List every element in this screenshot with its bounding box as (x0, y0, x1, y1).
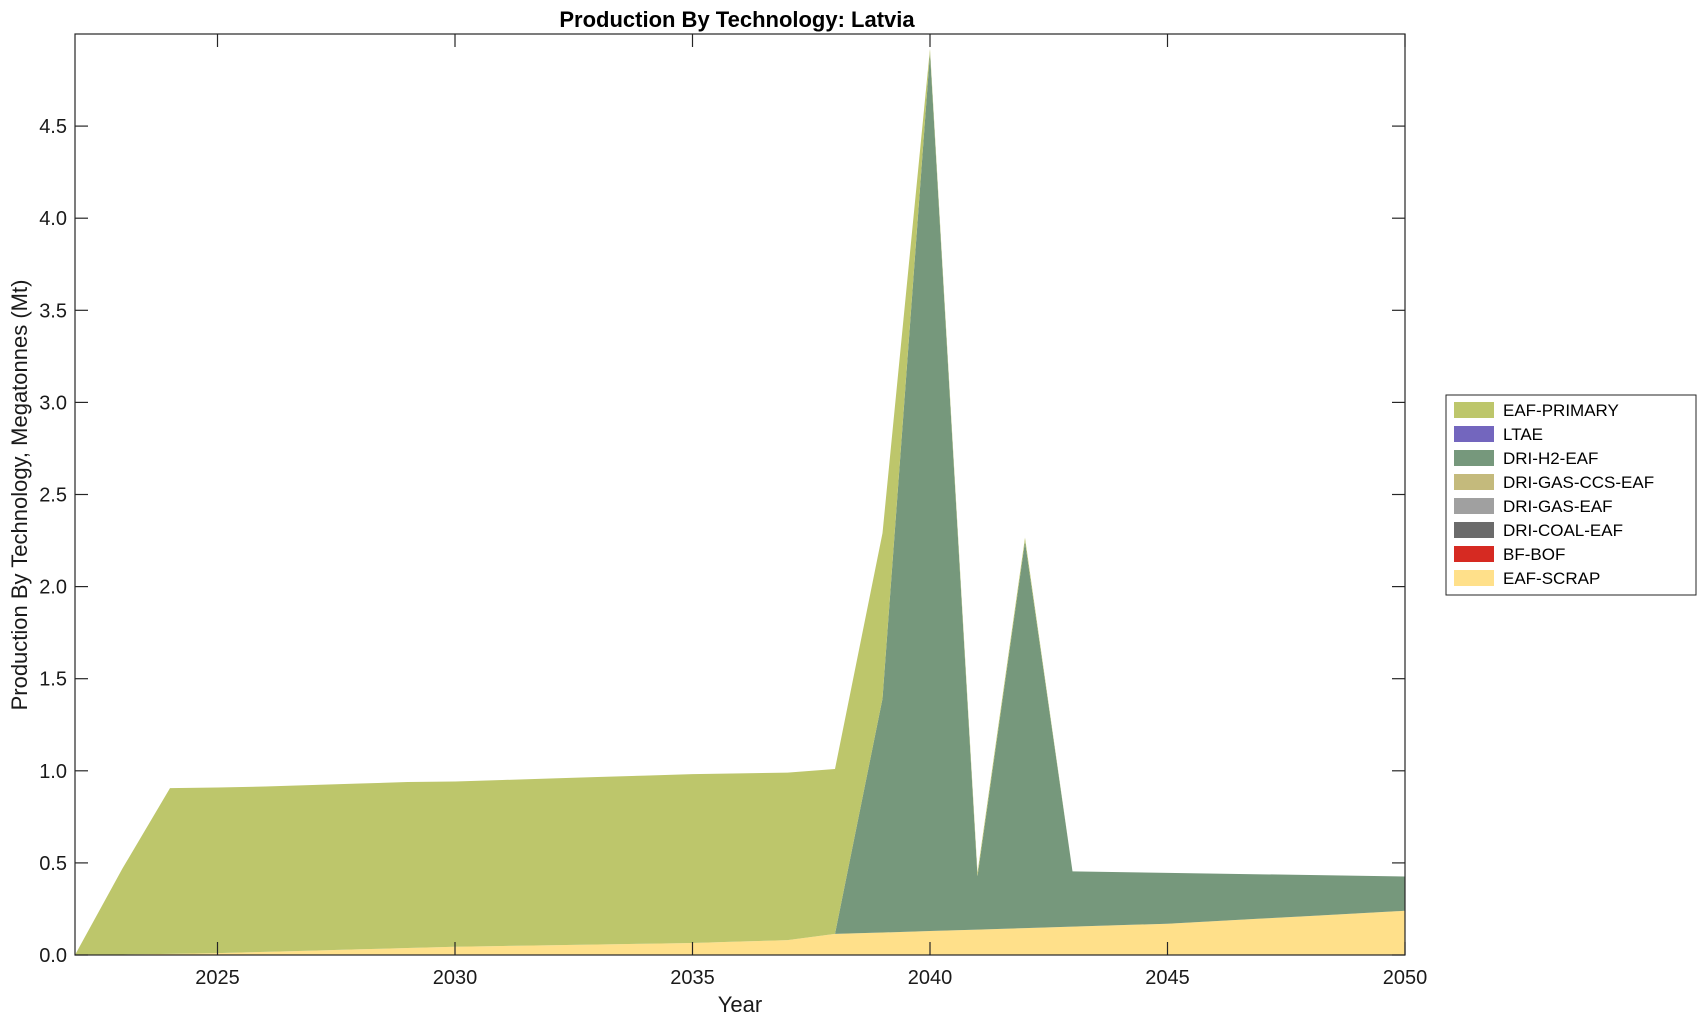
y-tick-label: 4.0 (39, 208, 67, 230)
legend-swatch (1454, 498, 1494, 514)
y-tick-label: 3.0 (39, 392, 67, 414)
legend-label: EAF-SCRAP (1503, 569, 1600, 588)
legend-swatch (1454, 450, 1494, 466)
legend-label: DRI-H2-EAF (1503, 449, 1598, 468)
axis-ticks (75, 34, 1406, 956)
area-eaf-scrap (75, 910, 1405, 955)
axis-tick-labels: 2025 2030 2035 2040 2045 2050 0.0 0.5 1.0 1.5 2.0 2… (39, 116, 1427, 989)
y-tick-label: 2.0 (39, 577, 67, 599)
legend-swatch (1454, 522, 1494, 538)
x-axis-label: Year (718, 992, 762, 1017)
legend-swatch (1454, 546, 1494, 562)
y-tick-label: 1.5 (39, 669, 67, 691)
y-tick-label: 4.5 (39, 116, 67, 138)
legend-label: DRI-GAS-CCS-EAF (1503, 473, 1654, 492)
chart-title: Production By Technology: Latvia (559, 7, 915, 32)
y-tick-label: 2.5 (39, 485, 67, 507)
legend-label: LTAE (1503, 425, 1543, 444)
legend-swatch (1454, 402, 1494, 418)
y-tick-label: 0.5 (39, 853, 67, 875)
x-tick-label: 2040 (908, 967, 953, 989)
legend-label: BF-BOF (1503, 545, 1565, 564)
legend-swatch (1454, 570, 1494, 586)
legend-label: DRI-GAS-EAF (1503, 497, 1613, 516)
legend-swatch (1454, 474, 1494, 490)
x-tick-label: 2045 (1145, 967, 1190, 989)
x-tick-label: 2050 (1383, 967, 1428, 989)
area-series-group (75, 48, 1405, 955)
legend-box (1445, 394, 1697, 596)
legend-label: EAF-PRIMARY (1503, 401, 1619, 420)
x-tick-label: 2030 (433, 967, 478, 989)
y-axis-label: Production By Technology, Megatonnes (Mt… (7, 280, 32, 711)
area-eaf-primary (75, 48, 1405, 955)
legend-label: DRI-COAL-EAF (1503, 521, 1623, 540)
legend-swatch (1454, 426, 1494, 442)
x-tick-label: 2025 (195, 967, 240, 989)
x-tick-label: 2035 (670, 967, 715, 989)
legend: EAF-PRIMARY LTAE DRI-H2-EAF DRI-GAS-CCS-EAF… (1445, 394, 1697, 596)
y-tick-label: 0.0 (39, 945, 67, 967)
y-tick-label: 1.0 (39, 761, 67, 783)
y-tick-label: 3.5 (39, 300, 67, 322)
